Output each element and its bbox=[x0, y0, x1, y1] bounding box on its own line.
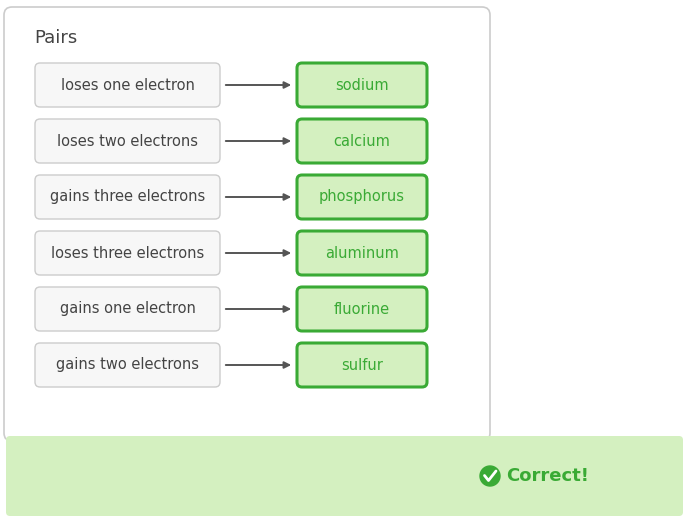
FancyBboxPatch shape bbox=[297, 231, 427, 275]
Text: calcium: calcium bbox=[333, 134, 391, 149]
Text: loses two electrons: loses two electrons bbox=[57, 134, 198, 149]
Text: gains one electron: gains one electron bbox=[59, 301, 196, 316]
FancyBboxPatch shape bbox=[35, 119, 220, 163]
FancyBboxPatch shape bbox=[297, 119, 427, 163]
FancyBboxPatch shape bbox=[35, 343, 220, 387]
FancyBboxPatch shape bbox=[35, 175, 220, 219]
FancyBboxPatch shape bbox=[297, 343, 427, 387]
FancyBboxPatch shape bbox=[297, 287, 427, 331]
FancyBboxPatch shape bbox=[6, 436, 683, 516]
Text: sodium: sodium bbox=[335, 78, 389, 93]
Text: sulfur: sulfur bbox=[341, 357, 383, 372]
Text: aluminum: aluminum bbox=[325, 246, 399, 261]
Text: Pairs: Pairs bbox=[34, 29, 77, 47]
Text: gains two electrons: gains two electrons bbox=[56, 357, 199, 372]
FancyBboxPatch shape bbox=[297, 63, 427, 107]
Text: phosphorus: phosphorus bbox=[319, 190, 405, 205]
FancyBboxPatch shape bbox=[35, 231, 220, 275]
FancyBboxPatch shape bbox=[4, 7, 490, 441]
Circle shape bbox=[480, 466, 500, 486]
FancyBboxPatch shape bbox=[35, 63, 220, 107]
Text: fluorine: fluorine bbox=[334, 301, 390, 316]
Text: Correct!: Correct! bbox=[506, 467, 589, 485]
FancyBboxPatch shape bbox=[35, 287, 220, 331]
Text: loses three electrons: loses three electrons bbox=[51, 246, 204, 261]
Text: gains three electrons: gains three electrons bbox=[50, 190, 205, 205]
FancyBboxPatch shape bbox=[297, 175, 427, 219]
Text: loses one electron: loses one electron bbox=[61, 78, 194, 93]
